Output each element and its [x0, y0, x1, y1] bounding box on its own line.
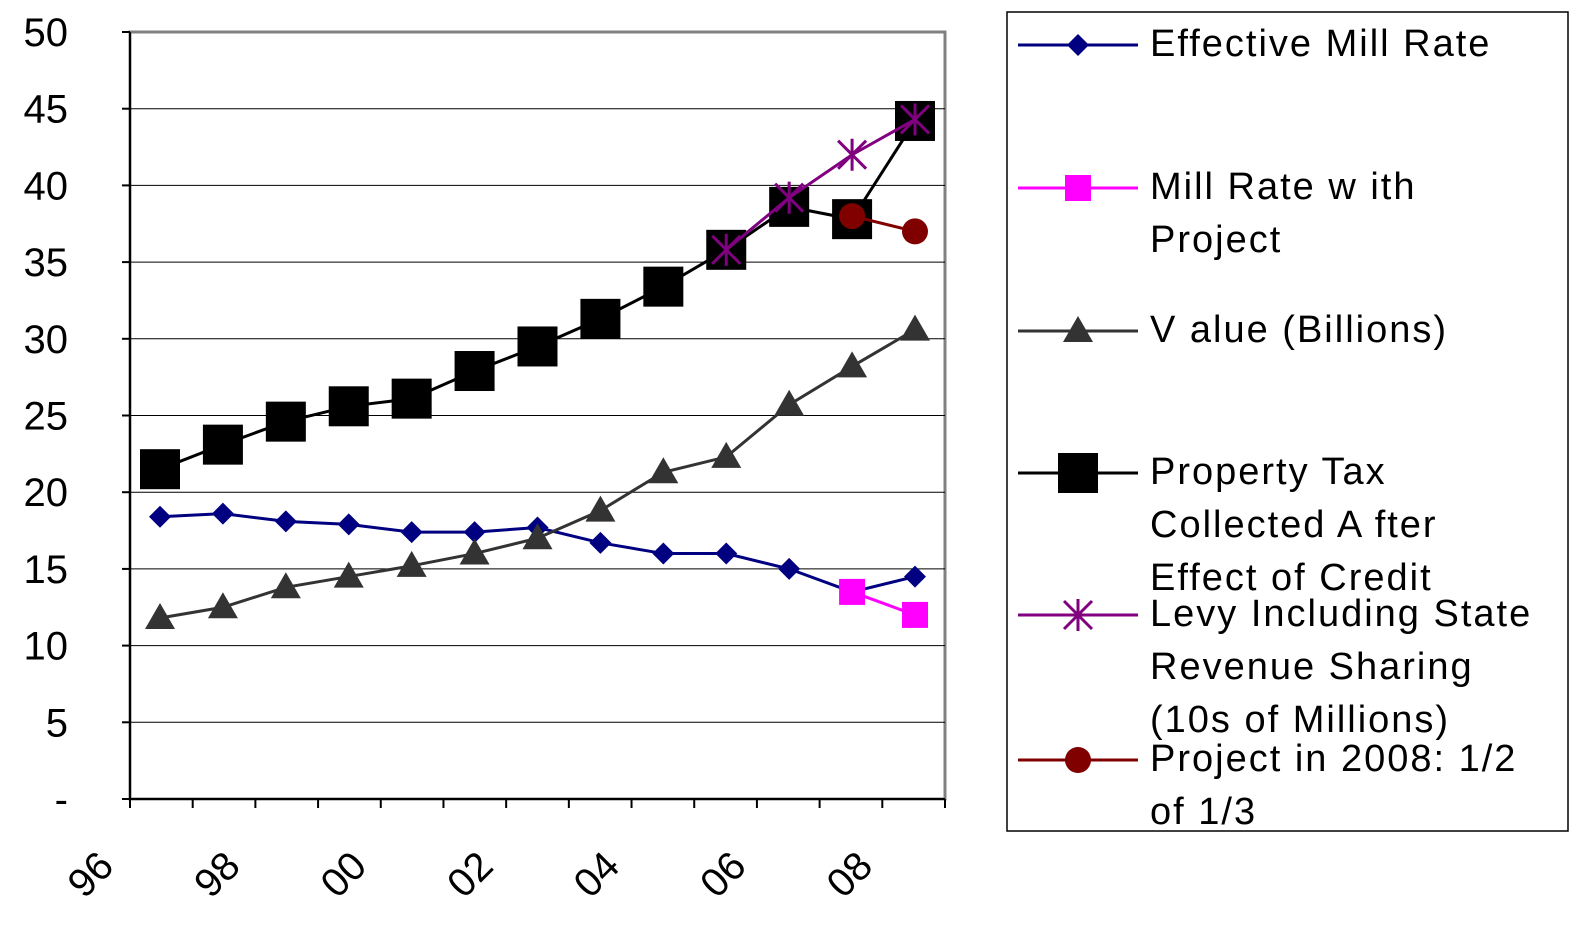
data-point-square: [643, 266, 684, 307]
x-tick-label: 04: [566, 844, 629, 907]
data-point-triangle: [711, 441, 742, 468]
y-tick-label: 25: [24, 395, 69, 439]
legend-item-3: Property Tax Collected A fter Effect of Cr…: [1018, 451, 1438, 599]
legend-label: Levy Including State: [1150, 593, 1532, 635]
data-point-triangle: [145, 602, 175, 629]
legend-item-2: V alue (Billions): [1018, 309, 1448, 351]
legend-box: [1006, 11, 1569, 832]
legend-label: Effective Mill Rate: [1150, 23, 1491, 65]
data-point-triangle: [1063, 316, 1093, 342]
x-tick-label: 00: [313, 844, 376, 907]
data-point-triangle: [459, 538, 490, 565]
y-tick-label: 35: [24, 241, 69, 285]
data-point-diamond: [149, 505, 171, 528]
legend-item-4: Levy Including State Revenue Sharing (10s …: [1018, 593, 1532, 741]
data-point-triangle: [837, 351, 868, 378]
data-point-triangle: [900, 314, 930, 341]
data-point-diamond: [463, 521, 486, 544]
y-tick-label: 40: [24, 164, 69, 208]
data-point-diamond: [400, 521, 423, 544]
data-point-square: [140, 449, 180, 490]
x-tick-label: 02: [439, 844, 502, 907]
data-point-diamond: [715, 542, 738, 565]
data-point-square: [1065, 175, 1091, 201]
data-point-square: [391, 378, 432, 419]
data-point-square: [517, 326, 558, 367]
legend-label: of 1/3: [1150, 791, 1257, 833]
x-tick-label: 06: [692, 844, 755, 907]
data-point-diamond: [211, 502, 234, 525]
data-point-triangle: [270, 572, 301, 599]
x-axis-ticks: 96 98 00 02 04 06 08: [60, 799, 946, 907]
data-point-circle: [902, 218, 928, 245]
data-point-triangle: [207, 592, 238, 619]
data-point-square: [839, 578, 866, 605]
data-point-diamond: [778, 557, 801, 580]
data-point-triangle: [396, 550, 427, 577]
data-point-square: [902, 601, 928, 628]
legend-label: Collected A fter: [1150, 504, 1438, 546]
y-axis-ticks: - 5 10 15 20 25 30 35 40 45 50: [24, 11, 130, 822]
legend-label: Property Tax: [1150, 451, 1387, 493]
data-point-triangle: [522, 523, 553, 550]
y-tick-label: 20: [24, 471, 69, 515]
legend-label: Effect of Credit: [1150, 557, 1433, 599]
data-point-diamond: [1067, 34, 1089, 56]
series-1: [839, 578, 928, 628]
data-point-square: [580, 298, 621, 339]
series-5: [839, 203, 928, 245]
data-point-diamond: [904, 565, 926, 588]
legend-item-1: Mill Rate w ith Project: [1018, 166, 1417, 261]
y-tick-label: -: [55, 778, 68, 822]
data-point-diamond: [589, 531, 612, 554]
y-tick-label: 10: [24, 625, 69, 669]
series-2: [145, 314, 930, 629]
y-tick-label: 30: [24, 318, 69, 362]
legend-label: Revenue Sharing: [1150, 646, 1474, 688]
data-point-diamond: [652, 542, 675, 565]
data-point-circle: [1065, 747, 1091, 773]
data-point-square: [1058, 453, 1098, 493]
data-point-square: [265, 401, 306, 442]
data-point-diamond: [274, 510, 297, 533]
y-tick-label: 50: [24, 11, 69, 55]
series-line: [725, 118, 916, 251]
data-point-circle: [839, 203, 866, 230]
legend-label: Project: [1150, 219, 1282, 261]
data-point-triangle: [585, 495, 616, 522]
legend-item-5: Project in 2008: 1/2 of 1/3: [1018, 738, 1517, 833]
x-tick-label: 08: [819, 844, 882, 907]
legend: Effective Mill Rate Mill Rate w ith Projec…: [1006, 11, 1569, 833]
legend-item-0: Effective Mill Rate: [1018, 23, 1491, 65]
data-point-square: [202, 424, 243, 465]
legend-label: Mill Rate w ith: [1150, 166, 1417, 208]
legend-label: Project in 2008: 1/2: [1150, 738, 1517, 780]
y-tick-label: 15: [24, 548, 69, 592]
x-tick-label: 98: [186, 844, 249, 907]
data-point-square: [454, 351, 495, 392]
series-layer: [140, 100, 935, 629]
data-point-diamond: [337, 513, 360, 536]
legend-label: V alue (Billions): [1150, 309, 1448, 351]
y-tick-label: 45: [24, 88, 69, 132]
y-tick-label: 5: [46, 701, 68, 745]
data-point-triangle: [774, 389, 805, 416]
legend-items: Effective Mill Rate Mill Rate w ith Projec…: [1018, 23, 1532, 833]
legend-label: (10s of Millions): [1150, 699, 1450, 741]
x-tick-label: 96: [60, 844, 123, 907]
plot-area: - 5 10 15 20 25 30 35 40 45 50 96 98 00 02 04 06 08: [24, 11, 947, 907]
data-point-square: [328, 386, 369, 427]
series-4: [711, 103, 931, 266]
data-point-triangle: [648, 457, 679, 484]
data-point-triangle: [333, 561, 364, 588]
